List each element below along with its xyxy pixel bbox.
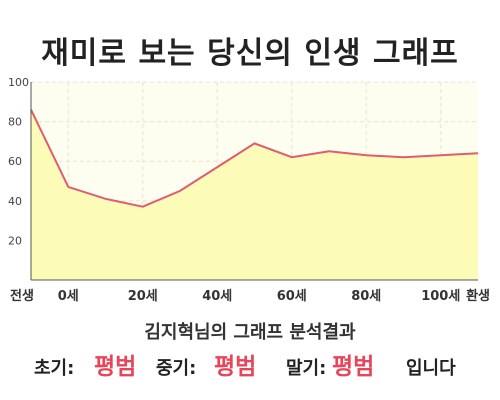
middle-stage-value: 평범 [214,354,257,380]
x-tick-label: 전생 [10,288,34,304]
page-title: 재미로 보는 당신의 인생 그래프 [41,36,459,71]
early-stage-value: 평범 [94,354,137,380]
life-series-line [30,109,479,208]
x-tick-label: 환생 [466,288,490,304]
y-tick-label: 100 [8,76,29,89]
y-tick-label: 40 [8,195,22,208]
stage-summary: 초기: 평범 중기: 평범 말기: 평범 입니다 [0,344,500,380]
tick-labels: 20 40 60 80 100 전생 0세 20세 40세 60세 80세 100세 환생 [8,76,490,304]
middle-stage-label: 중기: [156,358,197,379]
x-tick-label: 20세 [128,289,158,304]
y-tick-label: 80 [8,116,22,129]
analysis-result-heading: 김지혁님의 그래프 분석결과 [144,322,356,343]
x-tick-label: 80세 [351,289,381,304]
x-tick-label: 40세 [202,289,232,304]
y-tick-label: 60 [8,155,22,168]
life-graph-chart: 20 40 60 80 100 전생 0세 20세 40세 60세 80세 100세 환생 [8,76,490,304]
x-tick-label: 0세 [58,289,79,304]
axes [30,82,478,281]
y-tick-label: 20 [8,234,22,247]
x-tick-label: 60세 [277,289,307,304]
life-area-fill [31,109,478,280]
result-ending-text: 입니다 [406,358,456,379]
x-tick-label: 100세 [421,289,460,304]
early-stage-label: 초기: [34,358,75,379]
late-stage-value: 평범 [332,354,375,380]
late-stage-label: 말기: [286,358,327,379]
